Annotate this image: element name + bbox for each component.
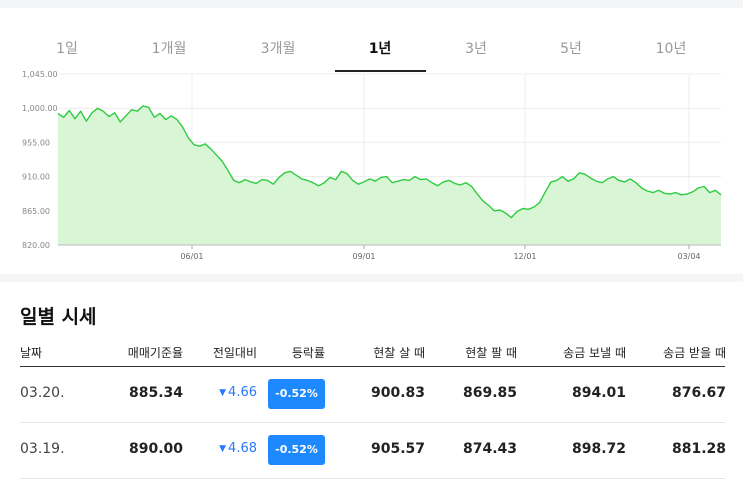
table-row: 03.19. 890.00 ▼ 4.68 -0.52% 905.57 874.43… <box>0 423 743 479</box>
exchange-rate-chart[interactable]: 1,045.00 1,000.00 955.00 910.00 865.00 820.00… <box>0 8 743 274</box>
row-change: ▼ 4.68 <box>219 441 257 456</box>
tab-1m[interactable]: 1개월 <box>151 41 187 57</box>
row-base-rate: 890.00 <box>128 441 183 457</box>
row-cash-sell: 874.43 <box>462 441 517 457</box>
daily-price-section: 일별 시세 날짜 매매기준율 전일대비 등락률 현찰 살 때 현찰 팔 때 송금… <box>0 282 743 482</box>
section-title: 일별 시세 <box>20 306 97 328</box>
col-base-rate: 매매기준율 <box>127 346 183 360</box>
chart-card: 1일 1개월 3개월 1년 3년 5년 10년 1,045.00 1,000.00… <box>0 8 743 274</box>
x-tick-label: 12/01 <box>513 252 536 261</box>
tab-5y[interactable]: 5년 <box>560 41 582 57</box>
row-cash-sell: 869.85 <box>462 385 517 401</box>
col-date: 날짜 <box>20 346 43 360</box>
row-receive: 876.67 <box>671 385 726 401</box>
row-change: ▼ 4.66 <box>219 385 257 400</box>
row-receive: 881.28 <box>671 441 726 457</box>
row-divider <box>20 422 725 423</box>
series-line <box>57 105 722 219</box>
x-tick-label: 06/01 <box>180 252 203 261</box>
row-cash-buy: 905.57 <box>370 441 425 457</box>
rate-badge: -0.52% <box>268 435 325 465</box>
col-change: 전일대비 <box>212 346 257 360</box>
active-tab-underline <box>335 70 426 72</box>
down-triangle-icon: ▼ <box>219 444 227 454</box>
y-tick-label: 1,000.00 <box>22 104 58 113</box>
y-tick-label: 820.00 <box>22 241 50 250</box>
tab-3m[interactable]: 3개월 <box>260 41 296 57</box>
y-tick-label: 910.00 <box>22 173 50 182</box>
rate-badge: -0.52% <box>268 379 325 409</box>
down-triangle-icon: ▼ <box>219 388 227 398</box>
table-header: 날짜 매매기준율 전일대비 등락률 현찰 살 때 현찰 팔 때 송금 보낼 때 … <box>0 344 743 364</box>
row-change-value: 4.66 <box>228 385 257 400</box>
col-receive: 송금 받을 때 <box>663 346 726 360</box>
x-tick-label: 03/04 <box>677 252 700 261</box>
y-tick-label: 865.00 <box>22 207 50 216</box>
header-divider <box>20 366 725 367</box>
series-area <box>58 105 721 246</box>
y-tick-label: 955.00 <box>22 138 50 147</box>
tab-10y[interactable]: 10년 <box>655 41 687 57</box>
col-cash-buy: 현찰 살 때 <box>373 346 425 360</box>
row-divider <box>20 478 725 479</box>
row-base-rate: 885.34 <box>128 385 183 401</box>
row-cash-buy: 900.83 <box>370 385 425 401</box>
col-cash-sell: 현찰 팔 때 <box>465 346 517 360</box>
period-tabs: 1일 1개월 3개월 1년 3년 5년 10년 <box>0 30 743 72</box>
row-date: 03.20. <box>20 385 65 401</box>
row-send: 898.72 <box>571 441 626 457</box>
row-change-value: 4.68 <box>228 441 257 456</box>
col-send: 송금 보낼 때 <box>563 346 626 360</box>
tab-1d[interactable]: 1일 <box>56 41 78 57</box>
tab-3y[interactable]: 3년 <box>465 41 487 57</box>
table-row: 03.20. 885.34 ▼ 4.66 -0.52% 900.83 869.85… <box>0 367 743 423</box>
tab-1y[interactable]: 1년 <box>368 41 392 57</box>
col-rate: 등락률 <box>291 346 325 360</box>
x-tick-label: 09/01 <box>352 252 375 261</box>
row-send: 894.01 <box>571 385 626 401</box>
row-date: 03.19. <box>20 441 65 457</box>
y-tick-label: 1,045.00 <box>22 70 58 79</box>
